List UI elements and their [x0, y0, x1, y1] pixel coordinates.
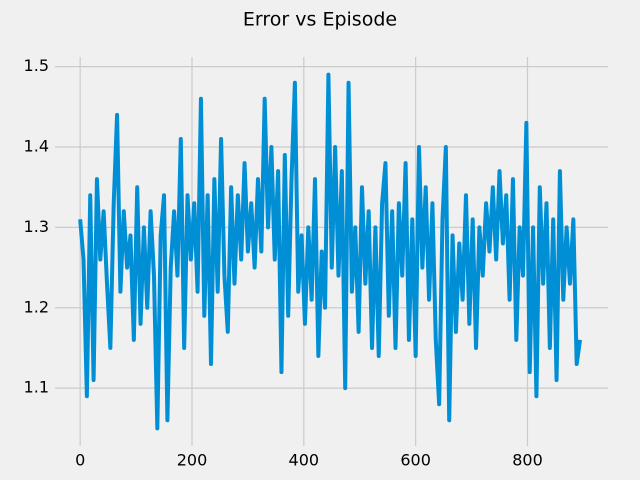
y-tick-label: 1.3 [24, 217, 49, 236]
plot [78, 72, 583, 431]
x-tick-label: 400 [289, 451, 320, 470]
line [78, 72, 583, 431]
y-tick-label: 1.1 [24, 378, 49, 397]
x-tick-label: 600 [400, 451, 431, 470]
y-tick-label: 1.4 [24, 137, 49, 156]
x-tick-label: 200 [177, 451, 208, 470]
y-tick-label: 1.5 [24, 56, 49, 75]
chart-title: Error vs Episode [243, 9, 397, 31]
x-tick-label: 0 [75, 451, 85, 470]
y-tick-label: 1.2 [24, 297, 49, 316]
x-tick-label: 800 [512, 451, 543, 470]
